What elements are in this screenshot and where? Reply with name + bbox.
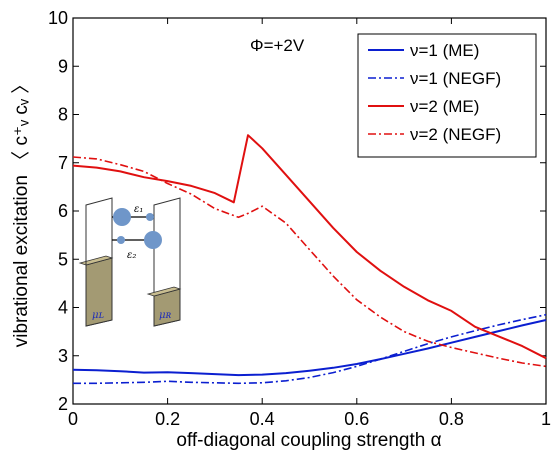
y-tick-label: 7 [58,153,68,173]
y-tick-label: 9 [58,56,68,76]
y-tick-label: 10 [48,8,68,28]
series-nu2-me [72,134,547,360]
right-lead-top [146,286,182,297]
y-tick-label: 3 [58,346,68,366]
y-tick-label: 8 [58,105,68,125]
x-tick-label: 0.8 [439,409,464,429]
series-nu1-negf [73,313,547,385]
series-lines [72,134,547,385]
x-tick-label: 0 [68,409,78,429]
level-eps2-large-dot [144,231,162,249]
inset-label-eps1: ε₁ [134,204,143,215]
left-lead-top [78,255,114,266]
legend-label-nu2-negf: ν=2 (NEGF) [410,125,501,144]
x-tick-label: 0.6 [344,409,369,429]
x-tick-label: 0.4 [250,409,275,429]
legend-box [357,33,537,158]
y-tick-label: 4 [58,298,68,318]
x-tick-label: 1 [541,409,551,429]
y-axis-label: vibrational excitation 〈 c⁺ᵥ cᵥ 〉 [10,75,32,348]
level-eps1-large-dot [113,208,131,226]
axis-ticks: 0 0.2 0.4 0.6 0.8 1 2 3 4 5 6 7 8 9 10 [48,8,551,429]
legend: ν=1 (ME) ν=1 (NEGF) ν=2 (ME) ν=2 (NEGF) [357,33,537,158]
bias-annotation: Φ=+2V [250,36,305,55]
y-tick-label: 5 [58,249,68,269]
inset-label-mu-left: μʟ [92,310,104,321]
legend-label-nu1-me: ν=1 (ME) [410,41,479,60]
inset-label-mu-right: μʀ [159,310,171,321]
x-axis-label: off-diagonal coupling strength α [176,430,441,451]
x-tick-label: 0.2 [155,409,180,429]
legend-label-nu1-negf: ν=1 (NEGF) [410,69,501,88]
level-eps2-small-dot [117,236,125,244]
level-eps1-small-dot [146,213,154,221]
y-tick-label: 2 [58,394,68,414]
series-nu1-me [72,319,547,377]
legend-label-nu2-me: ν=2 (ME) [410,97,479,116]
inset-schematic: ε₁ ε₂ μʟ μʀ [78,197,182,327]
series-nu2-negf [72,156,547,368]
inset-label-eps2: ε₂ [127,250,136,261]
y-tick-label: 6 [58,201,68,221]
